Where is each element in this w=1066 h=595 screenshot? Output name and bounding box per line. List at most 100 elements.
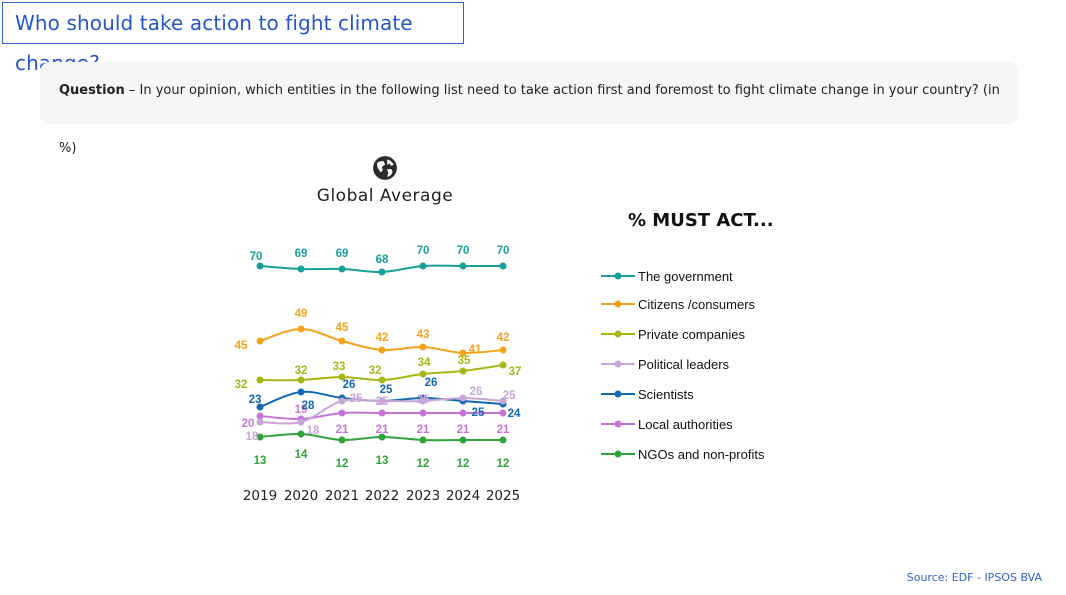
- data-label: 12: [497, 458, 510, 470]
- data-label: 12: [417, 458, 430, 470]
- data-label: 18: [307, 425, 320, 437]
- data-point: [419, 370, 427, 378]
- data-point: [419, 343, 427, 351]
- data-label: 12: [457, 458, 470, 470]
- data-point: [378, 409, 386, 417]
- data-point: [378, 346, 386, 354]
- data-point: [378, 376, 386, 384]
- page-title: Who should take action to fight climate …: [2, 2, 464, 75]
- question-label: Question: [59, 83, 125, 98]
- data-point: [419, 397, 427, 405]
- data-point: [338, 436, 346, 444]
- legend-item: Private companies: [601, 324, 801, 344]
- data-point: [338, 409, 346, 417]
- data-point: [459, 367, 467, 375]
- data-point: [378, 397, 386, 405]
- data-label: 26: [425, 377, 438, 389]
- legend-label: NGOs and non-profits: [638, 446, 765, 462]
- data-label: 21: [417, 424, 430, 436]
- data-point: [419, 436, 427, 444]
- legend-marker-icon: [601, 300, 635, 308]
- legend-label: Citizens /consumers: [638, 296, 756, 312]
- data-label: 25: [417, 394, 430, 406]
- data-point: [338, 265, 346, 273]
- globe-icon: [373, 156, 397, 180]
- question-text: – In your opinion, which entities in the…: [59, 83, 1000, 156]
- data-label: 70: [250, 251, 263, 263]
- data-label: 24: [508, 408, 521, 420]
- data-label: 12: [336, 458, 349, 470]
- source-note: Source: EDF - IPSOS BVA: [906, 571, 1042, 584]
- data-label: 13: [376, 455, 389, 467]
- data-point: [459, 436, 467, 444]
- data-point: [256, 433, 264, 441]
- data-point: [499, 361, 507, 369]
- x-axis-tick-label: 2024: [446, 488, 480, 504]
- data-point: [256, 262, 264, 270]
- data-point: [338, 373, 346, 381]
- question-panel: Question – In your opinion, which entiti…: [40, 62, 1018, 156]
- data-label: 32: [369, 365, 382, 377]
- legend-item: The government: [601, 266, 801, 286]
- data-label: 21: [457, 424, 470, 436]
- data-point: [499, 346, 507, 354]
- x-axis-tick-label: 2021: [325, 488, 359, 504]
- data-label: 32: [235, 379, 248, 391]
- data-label: 21: [497, 424, 510, 436]
- data-point: [297, 388, 305, 396]
- legend-label: Local authorities: [638, 416, 733, 432]
- data-label: 25: [472, 407, 485, 419]
- data-label: 70: [497, 245, 510, 257]
- legend-marker-icon: [601, 420, 635, 428]
- data-label: 41: [469, 344, 482, 356]
- data-point: [459, 394, 467, 402]
- data-label: 25: [350, 393, 363, 405]
- data-label: 37: [509, 366, 522, 378]
- legend-label: Private companies: [638, 326, 745, 342]
- legend-label: The government: [638, 268, 733, 284]
- data-label: 70: [457, 245, 470, 257]
- data-label: 13: [254, 455, 267, 467]
- data-label: 26: [343, 379, 356, 391]
- legend-marker-icon: [601, 360, 635, 368]
- data-point: [459, 409, 467, 417]
- data-label: 26: [470, 386, 483, 398]
- data-label: 25: [376, 396, 389, 408]
- legend-marker-icon: [601, 390, 635, 398]
- data-label: 18: [246, 431, 259, 443]
- data-point: [297, 325, 305, 333]
- x-axis-tick-label: 2020: [284, 488, 318, 504]
- data-label: 42: [376, 332, 389, 344]
- legend-marker-icon: [601, 330, 635, 338]
- data-label: 68: [376, 254, 389, 266]
- legend-item: NGOs and non-profits: [601, 444, 801, 464]
- data-point: [459, 349, 467, 357]
- chart-title: Global Average: [316, 186, 454, 206]
- data-label: 45: [336, 322, 349, 334]
- data-point: [499, 262, 507, 270]
- data-point: [297, 430, 305, 438]
- legend-label: Scientists: [638, 386, 694, 402]
- data-point: [499, 436, 507, 444]
- data-point: [256, 412, 264, 420]
- data-point: [297, 418, 305, 426]
- data-label: 19: [295, 404, 308, 416]
- legend-item: Local authorities: [601, 414, 801, 434]
- data-label: 35: [458, 355, 471, 367]
- legend-marker-icon: [601, 272, 635, 280]
- data-label: 70: [417, 245, 430, 257]
- data-label: 21: [376, 424, 389, 436]
- data-label: 21: [336, 424, 349, 436]
- data-point: [459, 262, 467, 270]
- legend-item: Political leaders: [601, 354, 801, 374]
- data-point: [297, 265, 305, 273]
- data-point: [338, 397, 346, 405]
- data-label: 28: [302, 400, 315, 412]
- data-point: [378, 268, 386, 276]
- data-label: 34: [418, 357, 431, 369]
- legend-marker-icon: [601, 450, 635, 458]
- data-label: 43: [417, 329, 430, 341]
- data-point: [419, 409, 427, 417]
- data-point: [256, 418, 264, 426]
